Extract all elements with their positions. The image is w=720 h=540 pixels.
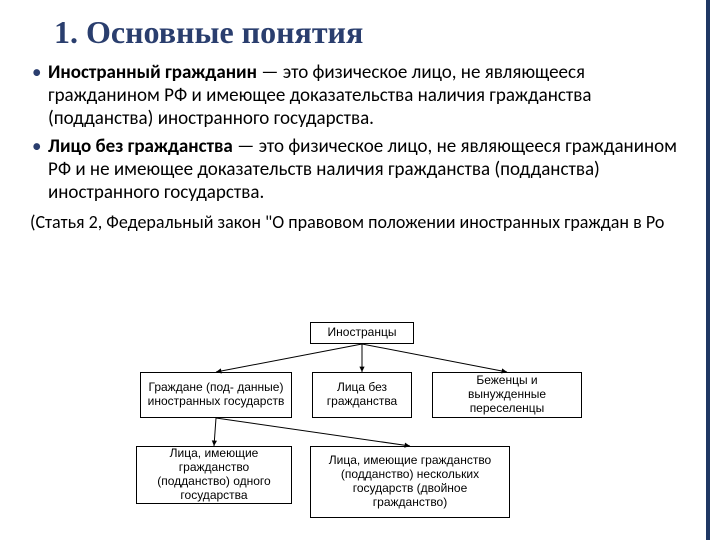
- flowchart-node: Беженцы и вынужденные переселенцы: [432, 372, 582, 418]
- flowchart-edge: [210, 338, 368, 378]
- list-item: Лицо без гражданства — это физическое ли…: [30, 135, 694, 205]
- flowchart-edge: [210, 412, 416, 452]
- flowchart-edge: [356, 338, 513, 378]
- flowchart-foreigners: ИностранцыГраждане (под- данные) иностра…: [124, 320, 606, 520]
- definition-term: Иностранный гражданин: [48, 61, 257, 84]
- flowchart-node: Лица, имеющие гражданство (подданство) н…: [310, 446, 510, 518]
- statute-citation: (Статья 2, Федеральный закон "О правовом…: [0, 208, 720, 234]
- decorative-right-bar: [706, 0, 710, 540]
- page-title: 1. Основные понятия: [0, 0, 720, 61]
- list-item: Иностранный гражданин — это физическое л…: [30, 61, 694, 131]
- bullet-list: Иностранный гражданин — это физическое л…: [0, 61, 720, 204]
- definition-term: Лицо без гражданства: [48, 135, 233, 158]
- flowchart-node: Лица, имеющие гражданство (подданство) о…: [136, 446, 292, 504]
